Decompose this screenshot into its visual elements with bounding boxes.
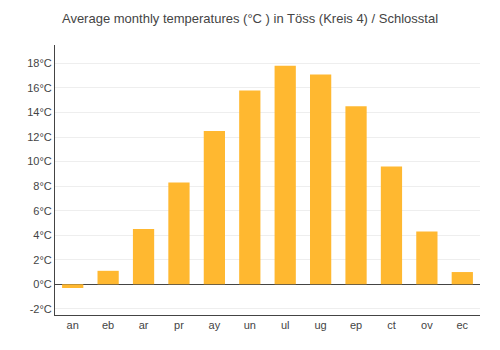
svg-text:4°C: 4°C	[33, 229, 52, 241]
svg-text:ct: ct	[387, 319, 396, 331]
svg-text:ar: ar	[139, 319, 149, 331]
svg-text:ec: ec	[456, 319, 468, 331]
svg-text:12°C: 12°C	[27, 131, 52, 143]
svg-text:an: an	[67, 319, 79, 331]
svg-text:pr: pr	[174, 319, 184, 331]
svg-text:ug: ug	[315, 319, 327, 331]
svg-text:ep: ep	[350, 319, 362, 331]
svg-text:0°C: 0°C	[33, 278, 52, 290]
svg-text:un: un	[244, 319, 256, 331]
svg-text:2°C: 2°C	[33, 254, 52, 266]
svg-text:ov: ov	[421, 319, 433, 331]
svg-text:Average monthly temperatures (: Average monthly temperatures (°C ) in Tö…	[62, 11, 438, 26]
svg-text:6°C: 6°C	[33, 205, 52, 217]
svg-text:14°C: 14°C	[27, 106, 52, 118]
svg-text:eb: eb	[102, 319, 114, 331]
svg-text:10°C: 10°C	[27, 155, 52, 167]
svg-text:ay: ay	[209, 319, 221, 331]
svg-text:ul: ul	[281, 319, 290, 331]
svg-text:18°C: 18°C	[27, 57, 52, 69]
svg-text:8°C: 8°C	[33, 180, 52, 192]
svg-text:16°C: 16°C	[27, 82, 52, 94]
svg-text:-2°C: -2°C	[30, 303, 52, 315]
